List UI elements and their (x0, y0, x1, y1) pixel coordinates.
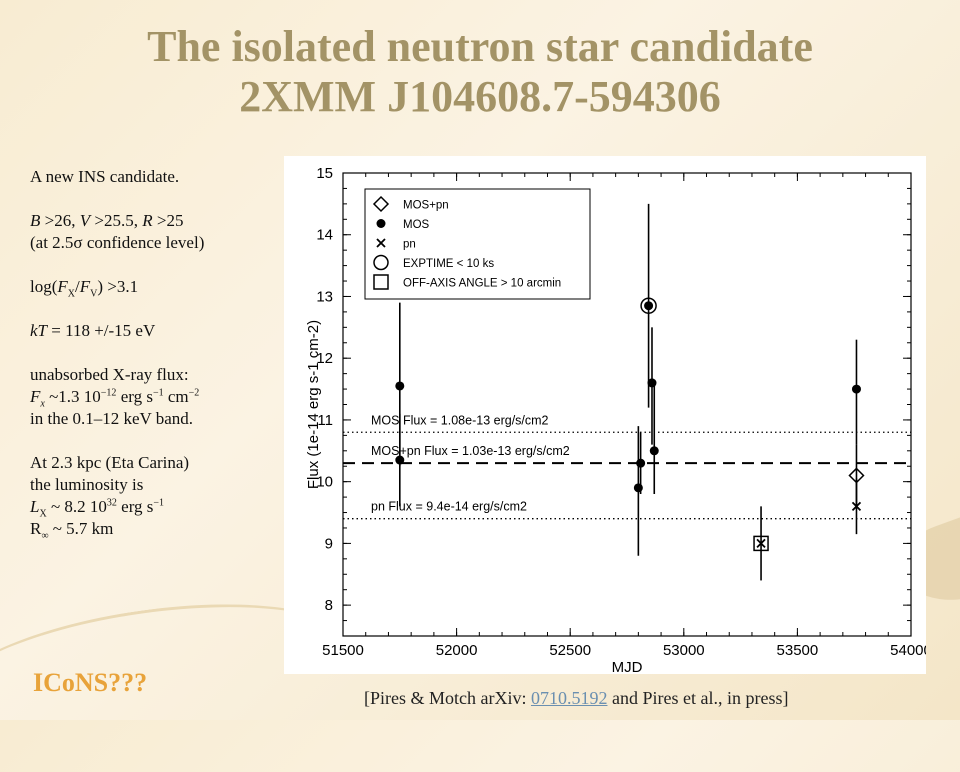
lightcurve-figure: 51500 52000 52500 53000 53500 54000 8 9 10 11 12 13… (284, 156, 926, 674)
legend-marker-cross (376, 238, 386, 248)
data-point-cross-square-box (753, 535, 769, 552)
magnitude-limits: B >26, V >25.5, R >25 (30, 211, 184, 230)
legend-box (364, 188, 591, 300)
x-tick-label: 53500 (777, 642, 819, 659)
title-line-1: The isolated neutron star candidate (147, 22, 813, 71)
y-tick-label: 10 (316, 474, 333, 491)
icons-label: ICoNS??? (33, 668, 148, 697)
distance: At 2.3 kpc (Eta Carina) (30, 453, 190, 472)
x-tick-label: 51500 (322, 642, 364, 659)
summary-text: A new INS candidate. B >26, V >25.5, R >… (30, 166, 290, 542)
legend-label: EXPTIME < 10 ks (403, 258, 494, 270)
data-point-dot (851, 384, 861, 394)
flux-chart: 51500 52000 52500 53000 53500 54000 8 9 10 11 12 13… (305, 165, 926, 674)
y-tick-label: 14 (316, 227, 333, 244)
y-tick-label: 15 (316, 165, 333, 182)
data-point-dot (395, 455, 405, 465)
data-point-dot-circle-ring (640, 297, 657, 314)
title-line-2: 2XMM J104608.7-594306 (239, 72, 721, 121)
data-point-cross (851, 501, 862, 511)
legend-marker-square (373, 274, 389, 290)
data-point-cross-square (756, 538, 766, 549)
intro-line: A new INS candidate. (30, 167, 180, 186)
mos-flux-line-label: MOS Flux = 1.08e-13 erg/s/cm2 (371, 413, 549, 427)
legend-marker-diamond (372, 195, 390, 213)
flux-band: in the 0.1–12 keV band. (30, 409, 194, 428)
legend-label: MOS+pn (403, 200, 449, 212)
legend-label: OFF-AXIS ANGLE > 10 arcmin (403, 278, 561, 290)
arxiv-link[interactable]: 0710.5192 (530, 688, 608, 708)
y-tick-label: 11 (317, 412, 333, 429)
data-point-dot (395, 381, 405, 391)
legend-label: pn (403, 239, 416, 251)
confidence-level: (at 2.5σ confidence level) (30, 233, 205, 252)
y-tick-label: 13 (316, 288, 333, 305)
data-point-dot (633, 483, 643, 493)
y-tick-label: 9 (325, 535, 333, 552)
flux-value: Fx ~1.3 10−12 erg s−1 cm−2 (30, 387, 200, 410)
legend-marker-dot (376, 219, 386, 228)
pn-flux-line-label: pn Flux = 9.4e-14 erg/s/cm2 (371, 500, 527, 514)
x-tick-label: 52000 (436, 642, 478, 659)
legend-marker-circle (373, 254, 389, 271)
x-tick-label: 53000 (663, 642, 705, 659)
x-axis-label: MJD (612, 659, 643, 674)
legend-label: MOS (403, 219, 430, 231)
data-point-dot (649, 446, 659, 456)
radius-value: R∞ ~ 5.7 km (30, 519, 114, 542)
data-point-dot-circle (644, 301, 654, 311)
luminosity-heading: the luminosity is (30, 475, 144, 494)
data-point-dot (647, 378, 657, 388)
flux-heading: unabsorbed X-ray flux: (30, 365, 189, 384)
y-axis-label: Flux (1e-14 erg s-1 cm-2) (305, 320, 322, 489)
slide-title: The isolated neutron star candidate 2XMM… (0, 22, 960, 122)
x-tick-label: 54000 (890, 642, 926, 659)
luminosity-value: LX ~ 8.2 1032 erg s−1 (30, 497, 165, 520)
citation: [Pires & Motch arXiv: 0710.5192 and Pire… (364, 688, 789, 708)
combined-flux-line-label: MOS+pn Flux = 1.03e-13 erg/s/cm2 (371, 444, 570, 458)
y-tick-label: 8 (325, 597, 333, 614)
temperature: kT = 118 +/-15 eV (30, 321, 156, 340)
y-tick-label: 12 (316, 350, 333, 367)
x-tick-label: 52500 (549, 642, 591, 659)
data-point-dot (636, 458, 646, 468)
flux-ratio: log(FX/FV) >3.1 (30, 277, 139, 300)
